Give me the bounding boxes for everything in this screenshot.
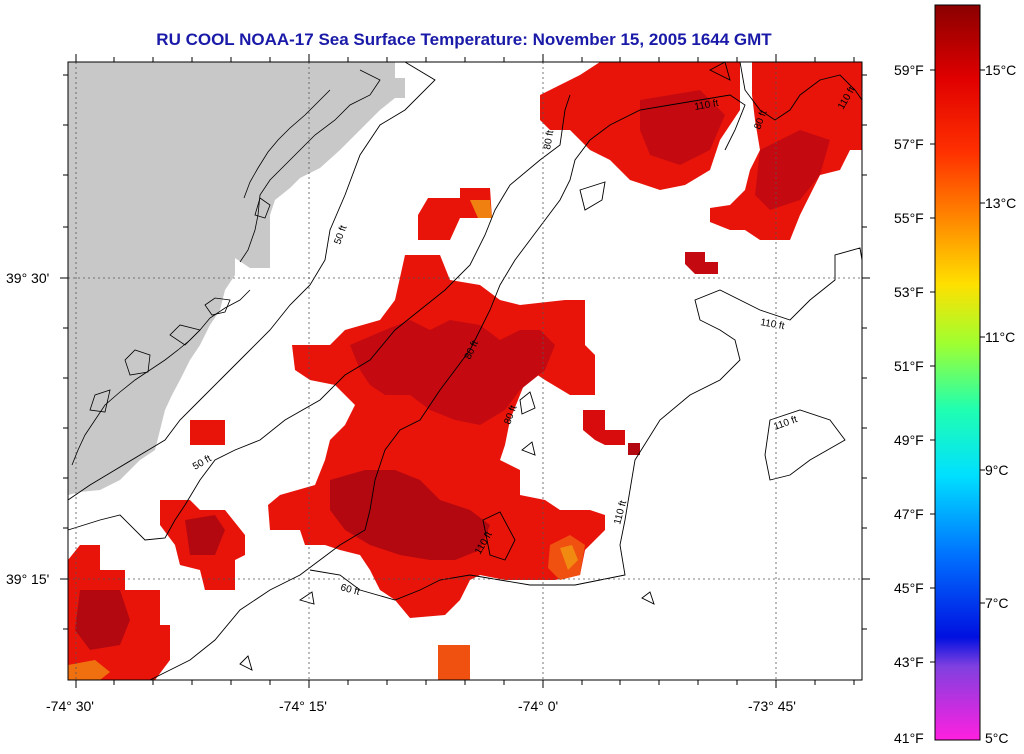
colorbar-f-label: 45°F: [894, 580, 924, 596]
colorbar-c-label: 11°C: [985, 329, 1016, 345]
contour-label: 110 ft: [759, 317, 785, 332]
x-tick-label: -74° 15': [279, 698, 327, 714]
colorbar-f-label: 51°F: [894, 358, 924, 374]
graticule: [68, 62, 862, 680]
contour-label: 60 ft: [339, 582, 361, 598]
colorbar-f-label: 53°F: [894, 284, 924, 300]
colorbar-f-label: 57°F: [894, 136, 924, 152]
y-tick-label: 39° 30': [6, 270, 50, 286]
x-tick-label: -73° 45': [748, 698, 796, 714]
colorbar-c-label: 7°C: [985, 595, 1009, 611]
colorbar-f-label: 43°F: [894, 654, 924, 670]
colorbar-c-label: 5°C: [985, 730, 1009, 746]
colorbar-f-label: 47°F: [894, 506, 924, 522]
colorbar-f-label: 41°F: [894, 730, 924, 746]
axis-ticks: [60, 54, 870, 688]
y-tick-label: 39° 15': [6, 571, 50, 587]
colorbar-c-label: 15°C: [985, 62, 1017, 78]
contour-label: 50 ft: [332, 224, 349, 246]
contour-label: 110 ft: [694, 98, 720, 113]
colorbar-c-label: 13°C: [985, 195, 1017, 211]
contour-label: 80 ft: [542, 129, 556, 150]
colorbar-f-label: 55°F: [894, 210, 924, 226]
depth-contours: [67, 61, 863, 681]
colorbar-c-label: 9°C: [985, 462, 1009, 478]
colorbar-gradient: [934, 4, 981, 741]
colorbar-f-label: 49°F: [894, 432, 924, 448]
colorbar-ticks: [930, 69, 985, 663]
coastline: [71, 69, 381, 466]
land-mass: [68, 62, 405, 495]
x-tick-label: -74° 30': [46, 698, 94, 714]
x-tick-label: -74° 0': [518, 698, 559, 714]
map-title: RU COOL NOAA-17 Sea Surface Temperature:…: [156, 30, 772, 49]
colorbar-f-label: 59°F: [894, 62, 924, 78]
contour-label: 50 ft: [191, 453, 214, 472]
